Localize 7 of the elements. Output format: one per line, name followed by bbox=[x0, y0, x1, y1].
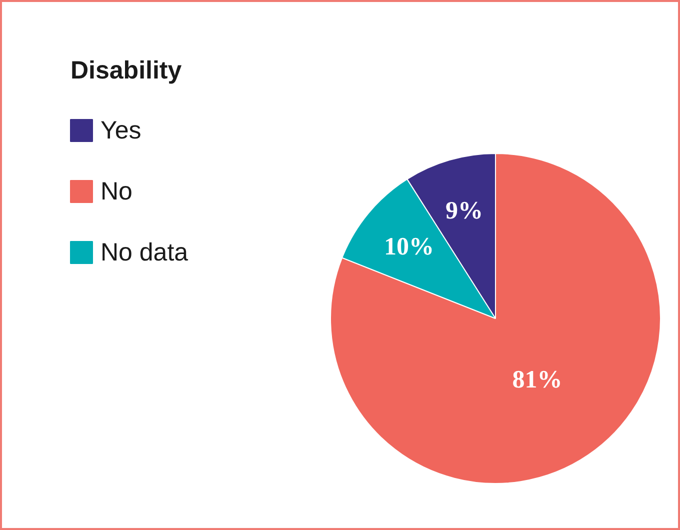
legend-label: Yes bbox=[100, 116, 142, 144]
legend-label: No bbox=[100, 178, 132, 206]
legend-title: Disability bbox=[70, 56, 182, 84]
legend-label: No data bbox=[100, 238, 188, 266]
data-label: 9% bbox=[445, 197, 483, 224]
data-label: 10% bbox=[384, 233, 434, 260]
data-label: 81% bbox=[512, 366, 562, 394]
